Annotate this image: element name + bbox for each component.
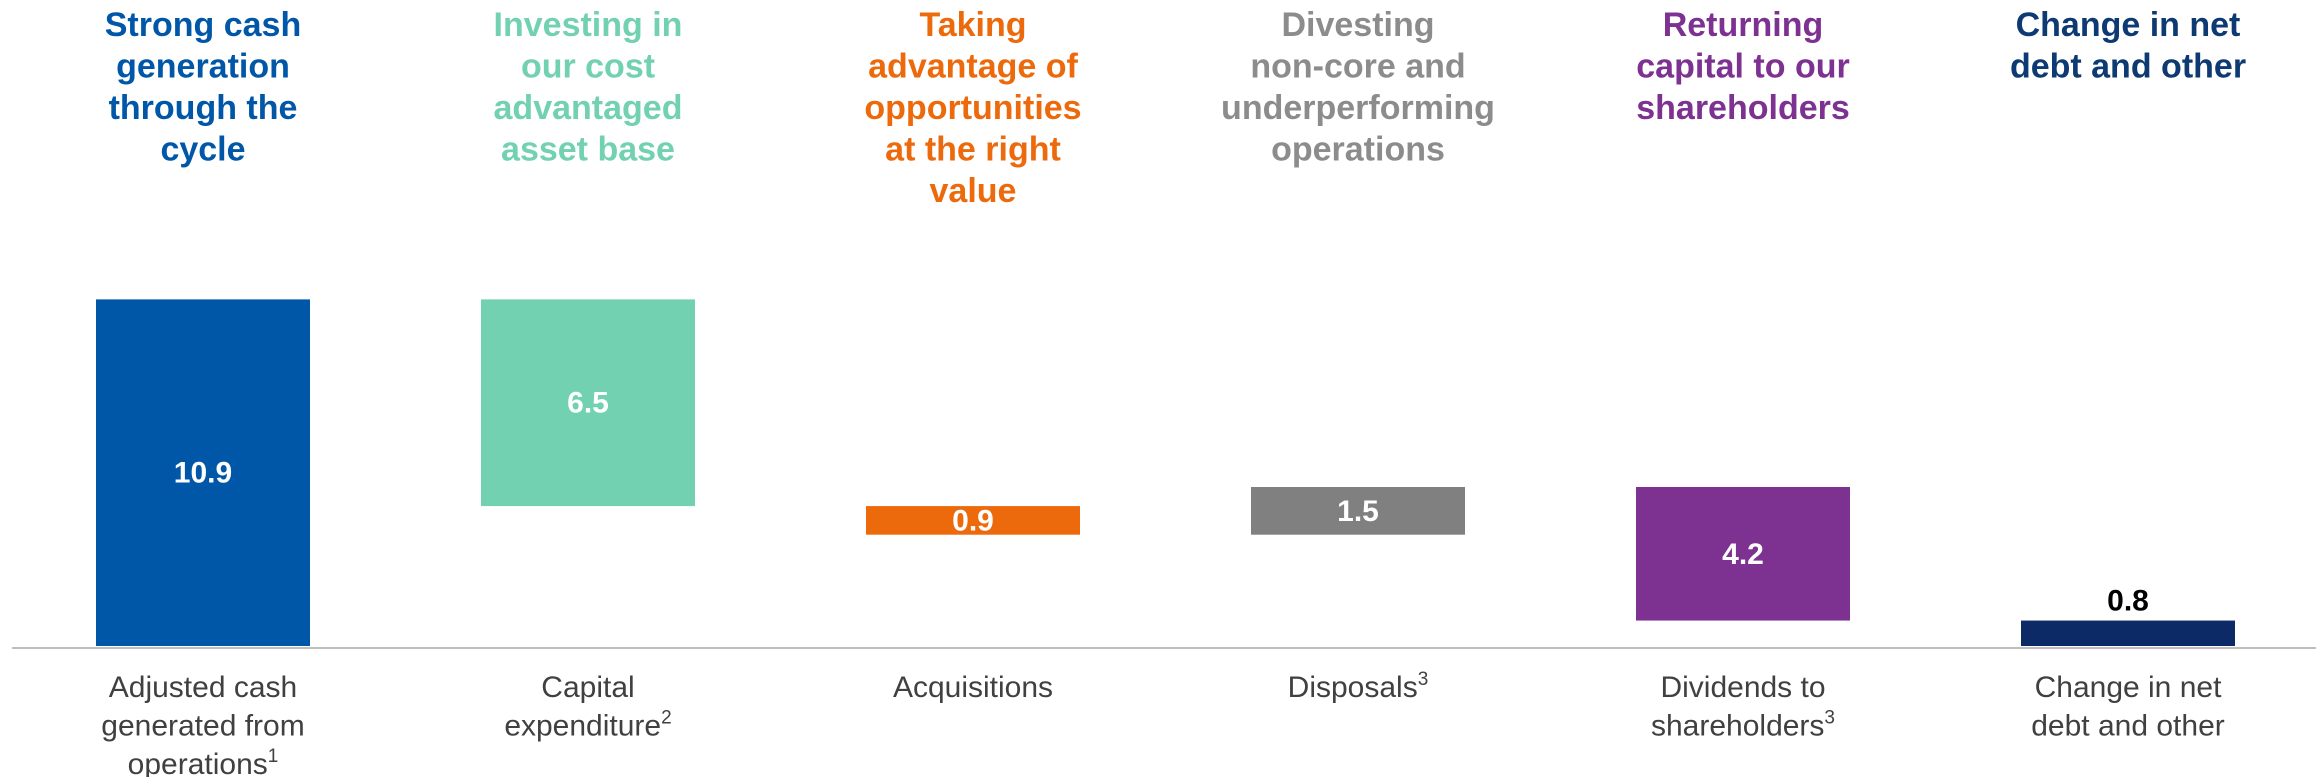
column-headers: Strong cash generation through the cycle Inv… <box>105 6 2246 210</box>
bar <box>96 299 310 646</box>
category-label: Change in net debt and other <box>2031 671 2225 743</box>
column-header: Divesting non-core and underperforming oper… <box>1221 6 1495 169</box>
bar <box>1636 487 1850 621</box>
category-label: Disposals3 <box>1288 669 1429 704</box>
bar <box>866 506 1080 535</box>
bar-value-label: 4.2 <box>1722 538 1764 571</box>
category-labels: Adjusted cash generated from operations1 Ca… <box>101 669 2224 777</box>
bar-value-label: 10.9 <box>174 457 232 490</box>
bar-value-labels: 10.9 6.5 0.9 1.5 4.2 0.8 <box>174 387 2149 618</box>
column-header: Strong cash generation through the cycle <box>105 6 301 169</box>
column-header: Investing in our cost advantaged asset base <box>494 6 683 169</box>
bar-value-label: 6.5 <box>567 387 609 420</box>
column-header: Taking advantage of opportunities at the ri… <box>864 6 1081 210</box>
category-label: Adjusted cash generated from operations1 <box>101 671 304 777</box>
bar-value-label: 0.9 <box>952 504 994 537</box>
bar <box>1251 487 1465 535</box>
bars <box>96 299 2235 646</box>
bar <box>481 299 695 507</box>
category-label: Acquisitions <box>893 671 1053 704</box>
column-header: Returning capital to our shareholders <box>1636 6 1850 127</box>
category-label: Dividends to shareholders3 <box>1651 671 1835 743</box>
bar <box>2021 620 2235 646</box>
column-header: Change in net debt and other <box>2010 6 2246 86</box>
bar-value-label: 1.5 <box>1337 495 1379 528</box>
bar-value-label: 0.8 <box>2107 585 2149 618</box>
category-label: Capital expenditure2 <box>504 671 671 743</box>
